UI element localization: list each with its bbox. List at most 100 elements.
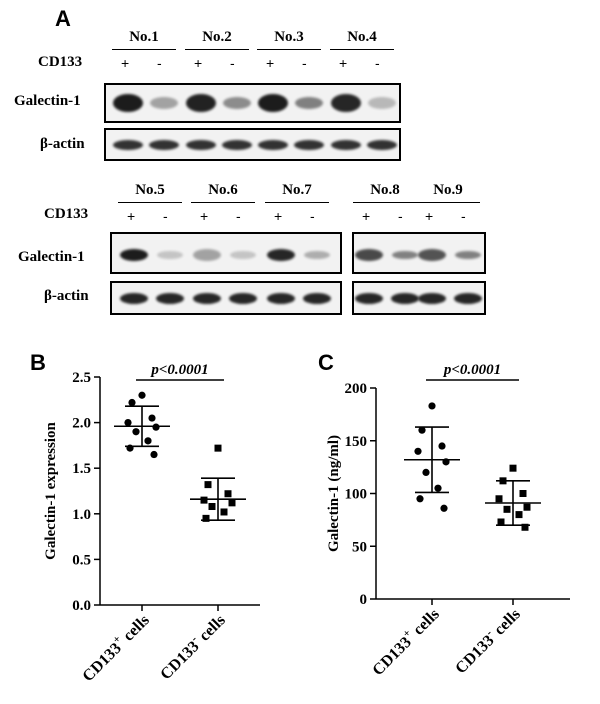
category-suffix: cells — [488, 606, 524, 642]
y-tick-label: 0.0 — [72, 598, 91, 614]
actin-label-top: β-actin — [40, 136, 85, 152]
data-point — [440, 504, 448, 512]
panel-label-a: A — [55, 6, 71, 31]
sample-label: No.5 — [135, 182, 165, 198]
cd133-label-bottom: CD133 — [44, 206, 89, 222]
actin-band — [193, 292, 221, 304]
actin-blot-bottom-right — [352, 281, 486, 315]
data-point — [434, 484, 442, 492]
panel-label-c: C — [318, 350, 334, 375]
y-tick-label: 50 — [352, 539, 367, 555]
cd133-positive-lane: + — [266, 55, 275, 71]
data-point — [214, 444, 222, 452]
x-tick-label: CD133+ cells — [77, 610, 152, 685]
data-point — [144, 437, 152, 445]
data-point — [128, 398, 136, 407]
data-point — [416, 495, 424, 503]
sample-underline — [112, 49, 176, 50]
galectin-band — [113, 94, 143, 112]
cd133-negative-lane: - — [310, 208, 315, 224]
sample-label: No.2 — [202, 29, 232, 45]
cd133-positive-lane: + — [200, 208, 209, 224]
sample-underline — [353, 202, 417, 203]
data-point — [152, 423, 160, 431]
data-point — [220, 508, 228, 516]
sample-label: No.7 — [282, 182, 312, 198]
category-superscript: - — [189, 633, 200, 644]
actin-band — [267, 292, 295, 304]
y-tick-label: 1.0 — [72, 507, 91, 523]
data-point — [414, 447, 422, 455]
data-point — [202, 514, 210, 522]
sample-underline — [330, 49, 394, 50]
cd133-positive-lane: + — [194, 55, 203, 71]
galectin-band — [157, 251, 183, 259]
galectin-band — [267, 249, 295, 261]
cd133-negative-lane: - — [461, 208, 466, 224]
data-point — [208, 503, 216, 511]
galectin-blot-bottom-left — [110, 232, 342, 274]
cd133-negative-lane: - — [302, 55, 307, 71]
sample-underline — [265, 202, 329, 203]
cd133-positive-lane: + — [362, 208, 371, 224]
actin-blot-bottom-left — [110, 281, 342, 315]
data-point — [438, 442, 446, 450]
data-point — [503, 505, 511, 513]
category-superscript: - — [484, 627, 495, 638]
y-tick-label: 150 — [345, 434, 368, 450]
galectin-band — [193, 249, 221, 261]
category-suffix: cells — [193, 612, 229, 648]
data-point — [124, 419, 132, 427]
y-axis-label: Galectin-1 (ng/ml) — [326, 435, 342, 552]
actin-band — [156, 292, 184, 304]
cd133-negative-lane: - — [157, 55, 162, 71]
y-tick-label: 200 — [345, 381, 368, 397]
actin-band — [294, 139, 324, 150]
galectin-band — [223, 97, 251, 109]
sample-label: No.4 — [347, 29, 377, 45]
sample-label: No.3 — [274, 29, 304, 45]
cd133-negative-lane: - — [230, 55, 235, 71]
galectin-concentration-chart: 0 50 100 150 200 Galectin-1 (ng/ml) p<0.0001 CD… — [326, 362, 570, 679]
galectin-band — [331, 94, 361, 112]
y-axis-label: Galectin-1 expression — [43, 422, 59, 560]
actin-label-bottom: β-actin — [44, 288, 89, 304]
data-point — [515, 511, 523, 519]
galectin-blot-bottom-right — [352, 232, 486, 274]
actin-band — [454, 292, 482, 304]
galectin-band — [355, 249, 383, 261]
cd133-positive-lane: + — [274, 208, 283, 224]
cd133-positive-lane: + — [339, 55, 348, 71]
sample-label: No.8 — [370, 182, 400, 198]
data-point — [150, 450, 158, 459]
x-tick-label: CD133- cells — [450, 604, 524, 678]
actin-band — [222, 139, 252, 150]
galectin-band — [392, 251, 418, 259]
galectin-band — [120, 249, 148, 261]
x-tick-label: CD133+ cells — [367, 604, 442, 679]
category-name: CD133 — [452, 632, 497, 677]
data-point — [509, 464, 517, 472]
cd133-negative-lane: - — [398, 208, 403, 224]
data-point — [224, 490, 232, 498]
data-point — [497, 518, 505, 526]
data-point — [523, 503, 531, 511]
actin-band — [186, 139, 216, 150]
data-point — [521, 523, 529, 531]
y-tick-label: 0 — [360, 592, 368, 608]
cd133-label-top: CD133 — [38, 54, 83, 70]
y-tick-label: 100 — [345, 487, 368, 503]
cd133-negative-lane: - — [236, 208, 241, 224]
category-suffix: cells — [407, 606, 443, 642]
cd133-positive-lane: + — [425, 208, 434, 224]
galectin-band — [368, 97, 396, 109]
y-tick-label: 2.0 — [72, 416, 91, 432]
category-name: CD133 — [79, 640, 124, 685]
actin-band — [355, 292, 383, 304]
y-tick-label: 2.5 — [72, 370, 91, 386]
sample-label: No.6 — [208, 182, 238, 198]
actin-band — [391, 292, 419, 304]
galectin-band — [186, 94, 216, 112]
x-tick-label: CD133- cells — [155, 610, 229, 684]
actin-band — [331, 139, 361, 150]
